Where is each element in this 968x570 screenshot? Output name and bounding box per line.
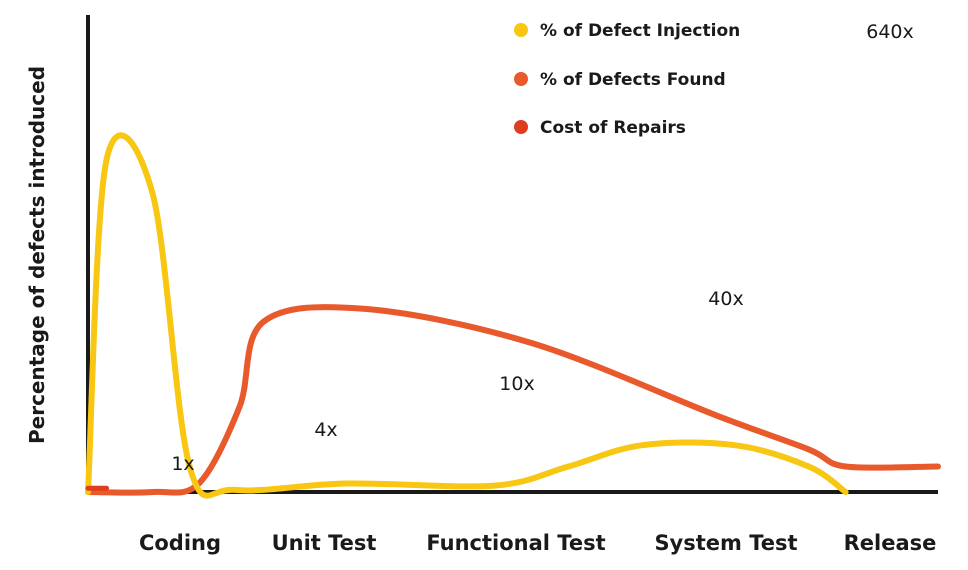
- annotation-640x: 640x: [866, 21, 914, 43]
- cost-multiplier-labels: 1x 4x 10x 40x 640x: [171, 21, 913, 475]
- tick-label-functional-test: Functional Test: [426, 531, 605, 555]
- legend-label-defect-injection: % of Defect Injection: [540, 21, 740, 41]
- legend-marker-defects-found: [514, 72, 528, 86]
- tick-label-system-test: System Test: [654, 531, 797, 555]
- legend: % of Defect Injection % of Defects Found…: [514, 21, 740, 138]
- annotation-10x: 10x: [499, 373, 534, 395]
- legend-label-defects-found: % of Defects Found: [540, 70, 726, 90]
- axes: [86, 15, 938, 494]
- annotation-4x: 4x: [314, 419, 337, 441]
- series-defects-found-line: [85, 304, 941, 496]
- tick-label-unit-test: Unit Test: [272, 531, 377, 555]
- annotation-40x: 40x: [708, 288, 743, 310]
- annotation-1x: 1x: [171, 453, 194, 475]
- tick-label-release: Release: [844, 531, 937, 555]
- y-axis-label: Percentage of defects introduced: [25, 66, 49, 444]
- category-labels: Coding Unit Test Functional Test System …: [139, 531, 936, 555]
- legend-marker-defect-injection: [514, 23, 528, 37]
- series-defect-injection-line: [85, 132, 849, 499]
- tick-label-coding: Coding: [139, 531, 221, 555]
- legend-marker-cost-of-repairs: [514, 120, 528, 134]
- legend-label-cost-of-repairs: Cost of Repairs: [540, 118, 686, 138]
- series-layer: [85, 132, 941, 499]
